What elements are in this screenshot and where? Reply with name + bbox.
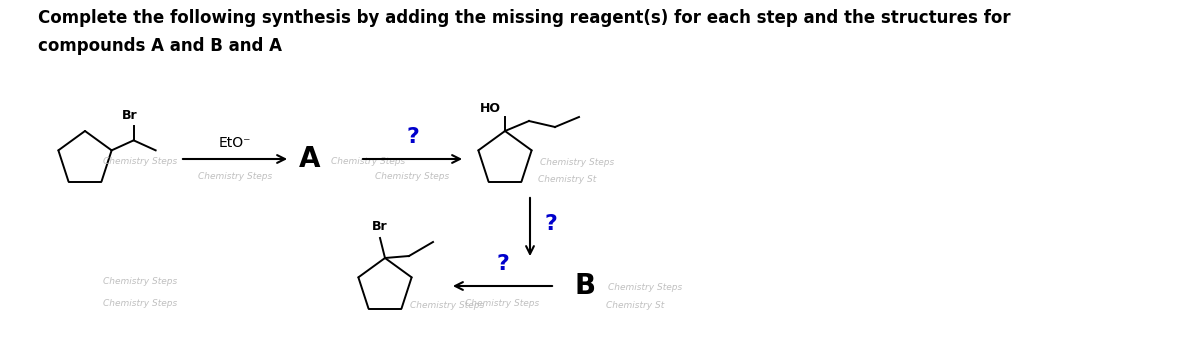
Text: ?: ?: [496, 254, 509, 274]
Text: Chemistry Steps: Chemistry Steps: [103, 300, 178, 309]
Text: Chemistry Steps: Chemistry Steps: [608, 284, 682, 293]
Text: ?: ?: [544, 214, 557, 234]
Text: Chemistry Steps: Chemistry Steps: [466, 298, 540, 308]
Text: compounds A and B and A: compounds A and B and A: [38, 37, 282, 55]
Text: Chemistry Steps: Chemistry Steps: [410, 301, 484, 310]
Text: Chemistry Steps: Chemistry Steps: [103, 277, 178, 286]
Text: B: B: [575, 272, 595, 300]
Text: Br: Br: [372, 220, 388, 233]
Text: Chemistry Steps: Chemistry Steps: [540, 158, 614, 166]
Text: A: A: [299, 145, 320, 173]
Text: Chemistry Steps: Chemistry Steps: [331, 157, 406, 166]
Text: Chemistry Steps: Chemistry Steps: [198, 171, 272, 181]
Text: ?: ?: [406, 127, 419, 147]
Text: EtO⁻: EtO⁻: [218, 136, 251, 150]
Text: Chemistry Steps: Chemistry Steps: [376, 171, 450, 181]
Text: Chemistry St: Chemistry St: [606, 301, 664, 309]
Text: Complete the following synthesis by adding the missing reagent(s) for each step : Complete the following synthesis by addi…: [38, 9, 1010, 27]
Text: Chemistry St: Chemistry St: [538, 174, 596, 183]
Text: Br: Br: [122, 109, 138, 122]
Text: Chemistry Steps: Chemistry Steps: [103, 157, 178, 166]
Text: HO: HO: [480, 102, 502, 115]
